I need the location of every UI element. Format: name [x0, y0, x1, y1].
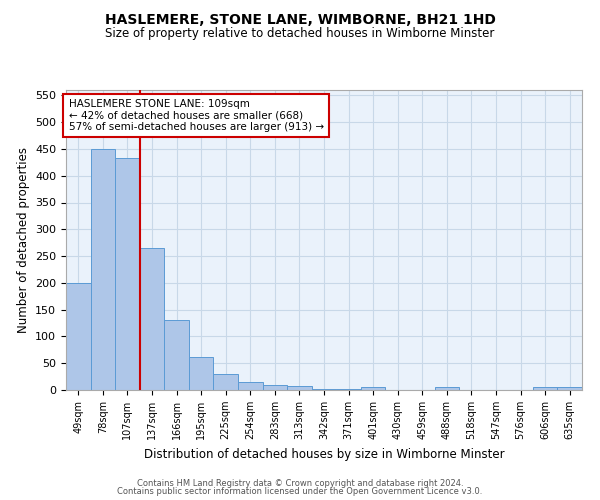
Bar	[238, 382, 263, 390]
Bar	[361, 388, 385, 390]
Bar	[557, 388, 582, 390]
Text: HASLEMERE STONE LANE: 109sqm
← 42% of detached houses are smaller (668)
57% of s: HASLEMERE STONE LANE: 109sqm ← 42% of de…	[68, 99, 324, 132]
Bar	[91, 149, 115, 390]
Bar	[533, 388, 557, 390]
Bar	[312, 389, 336, 390]
Text: Contains public sector information licensed under the Open Government Licence v3: Contains public sector information licen…	[118, 487, 482, 496]
Bar	[140, 248, 164, 390]
Bar	[164, 320, 189, 390]
Bar	[336, 389, 361, 390]
Bar	[189, 357, 214, 390]
X-axis label: Distribution of detached houses by size in Wimborne Minster: Distribution of detached houses by size …	[143, 448, 505, 460]
Bar	[214, 374, 238, 390]
Text: HASLEMERE, STONE LANE, WIMBORNE, BH21 1HD: HASLEMERE, STONE LANE, WIMBORNE, BH21 1H…	[104, 12, 496, 26]
Bar	[263, 385, 287, 390]
Text: Size of property relative to detached houses in Wimborne Minster: Size of property relative to detached ho…	[106, 28, 494, 40]
Text: Contains HM Land Registry data © Crown copyright and database right 2024.: Contains HM Land Registry data © Crown c…	[137, 478, 463, 488]
Bar	[287, 386, 312, 390]
Bar	[115, 158, 140, 390]
Y-axis label: Number of detached properties: Number of detached properties	[17, 147, 29, 333]
Bar	[66, 283, 91, 390]
Bar	[434, 388, 459, 390]
